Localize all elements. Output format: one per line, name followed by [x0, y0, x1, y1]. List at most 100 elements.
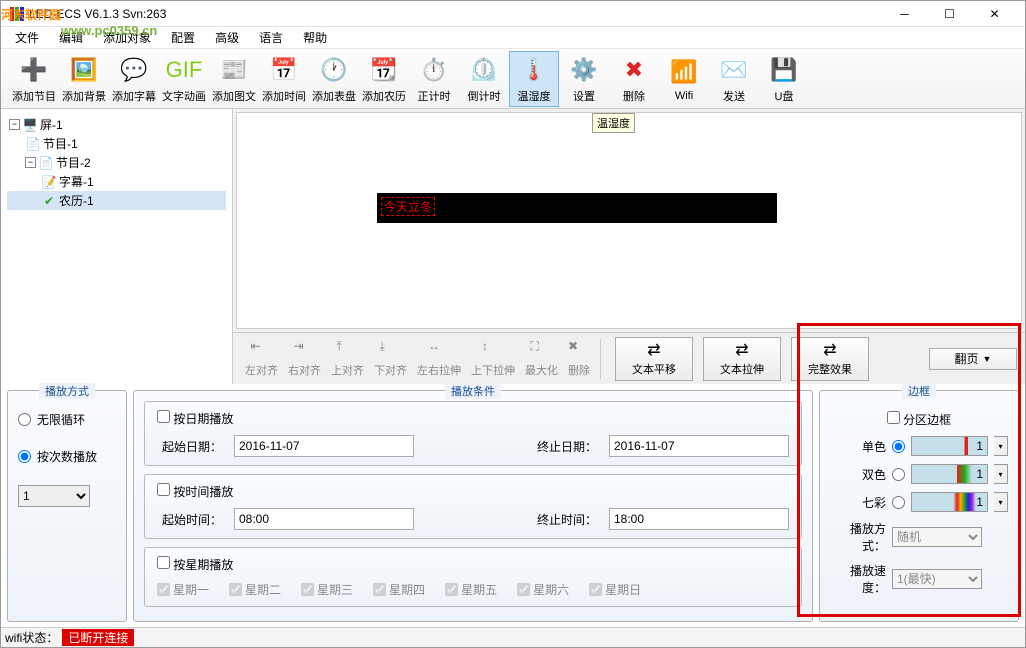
start-date-label: 起始日期： [157, 438, 222, 455]
tree-subtitle-1[interactable]: 📝字幕-1 [7, 172, 226, 191]
label-double-color: 双色 [830, 466, 886, 483]
tree-panel: −🖥️屏-1 📄节目-1 −📄节目-2 📝字幕-1 ✔农历-1 [1, 109, 233, 384]
flip-button[interactable]: 翻页 ▼ [929, 348, 1017, 370]
align-最大化[interactable]: ⛶最大化 [521, 337, 562, 380]
toolbar-添加图文[interactable]: 📰添加图文 [209, 52, 259, 106]
align-删除[interactable]: ✖删除 [564, 337, 594, 380]
checkbox-by-date[interactable]: 按日期播放 [157, 410, 789, 427]
border-play-mode-select[interactable]: 随机 [892, 527, 982, 547]
weekday-星期日[interactable]: 星期日 [589, 581, 641, 598]
toolbar-文字动画[interactable]: GIF文字动画 [159, 52, 209, 106]
rainbow-color-dropdown[interactable]: ▾ [994, 492, 1008, 512]
btn-文本拉伸[interactable]: ⇄文本拉伸 [703, 337, 781, 381]
tooltip: 温湿度 [592, 113, 635, 133]
weekday-星期六[interactable]: 星期六 [517, 581, 569, 598]
toolbar-设置[interactable]: ⚙️设置 [559, 52, 609, 106]
end-time-label: 终止时间： [532, 511, 597, 528]
border-panel: 边框 分区边框 单色1▾ 双色1▾ 七彩1▾ 播放方式：随机 播放速度：1(最快… [819, 390, 1019, 622]
wifi-status-value: 已断开连接 [62, 629, 134, 646]
tree-screen[interactable]: −🖥️屏-1 [7, 115, 226, 134]
minimize-button[interactable]: ─ [882, 1, 927, 27]
end-date-label: 终止日期： [532, 438, 597, 455]
radio-single-color[interactable] [892, 440, 905, 453]
toolbar-温湿度[interactable]: 🌡️温湿度 [509, 51, 559, 107]
toolbar-添加节目[interactable]: ➕添加节目 [9, 52, 59, 106]
window-title: LED-ECS V6.1.3 Svn:263 [29, 7, 882, 21]
menu-file[interactable]: 文件 [5, 27, 49, 48]
weekday-星期一[interactable]: 星期一 [157, 581, 209, 598]
weekday-星期四[interactable]: 星期四 [373, 581, 425, 598]
toolbar-发送[interactable]: ✉️发送 [709, 52, 759, 106]
border-play-speed-select[interactable]: 1(最快) [892, 569, 982, 589]
toolbar-删除[interactable]: ✖删除 [609, 52, 659, 106]
weekday-星期二[interactable]: 星期二 [229, 581, 281, 598]
btn-完整效果[interactable]: ⇄完整效果 [791, 337, 869, 381]
menu-config[interactable]: 配置 [161, 27, 205, 48]
toolbar-正计时[interactable]: ⏱️正计时 [409, 52, 459, 106]
start-date-input[interactable] [234, 435, 414, 457]
menu-help[interactable]: 帮助 [293, 27, 337, 48]
play-condition-title: 播放条件 [445, 383, 501, 399]
close-button[interactable]: ✕ [972, 1, 1017, 27]
start-time-label: 起始时间： [157, 511, 222, 528]
rainbow-color-select[interactable]: 1 [911, 492, 988, 512]
statusbar: wifi状态： 已断开连接 [1, 627, 1025, 647]
checkbox-by-time[interactable]: 按时间播放 [157, 483, 789, 500]
menu-edit[interactable]: 编辑 [49, 27, 93, 48]
end-date-input[interactable] [609, 435, 789, 457]
label-border-play-speed: 播放速度： [830, 562, 886, 596]
start-time-input[interactable] [234, 508, 414, 530]
toolbar-添加字幕[interactable]: 💬添加字幕 [109, 52, 159, 106]
toolbar-添加背景[interactable]: 🖼️添加背景 [59, 52, 109, 106]
maximize-button[interactable]: ☐ [927, 1, 972, 27]
led-text[interactable]: 今天立冬 [381, 197, 435, 216]
toolbar-倒计时[interactable]: ⏲️倒计时 [459, 52, 509, 106]
toolbar-添加表盘[interactable]: 🕐添加表盘 [309, 52, 359, 106]
toolbar-Wifi[interactable]: 📶Wifi [659, 54, 709, 104]
play-condition-panel: 播放条件 按日期播放 起始日期： 终止日期： 按时间播放 起始时间： 终止时间： [133, 390, 813, 622]
align-上对齐[interactable]: ⤒上对齐 [327, 337, 368, 380]
single-color-select[interactable]: 1 [911, 436, 988, 456]
radio-play-count[interactable]: 按次数播放 [18, 448, 116, 465]
checkbox-zone-border[interactable]: 分区边框 [887, 413, 951, 427]
radio-double-color[interactable] [892, 468, 905, 481]
play-count-select[interactable]: 1 [18, 485, 90, 507]
align-左对齐[interactable]: ⇤左对齐 [241, 337, 282, 380]
label-border-play-mode: 播放方式： [830, 520, 886, 554]
led-preview-area[interactable]: 今天立冬 [377, 193, 777, 223]
toolbar-U盘[interactable]: 💾U盘 [759, 52, 809, 106]
align-toolbar: ⇤左对齐⇥右对齐⤒上对齐⤓下对齐↔左右拉伸↕上下拉伸⛶最大化✖删除 ⇄文本平移⇄文… [233, 332, 1025, 384]
checkbox-by-week[interactable]: 按星期播放 [157, 556, 789, 573]
border-title: 边框 [902, 383, 936, 399]
play-mode-panel: 播放方式 无限循环 按次数播放 1 [7, 390, 127, 622]
tree-calendar-1[interactable]: ✔农历-1 [7, 191, 226, 210]
wifi-status-label: wifi状态： [5, 629, 58, 646]
weekday-星期三[interactable]: 星期三 [301, 581, 353, 598]
toolbar-添加农历[interactable]: 📆添加农历 [359, 52, 409, 106]
tree-program-2[interactable]: −📄节目-2 [7, 153, 226, 172]
toolbar-添加时间[interactable]: 📅添加时间 [259, 52, 309, 106]
preview-canvas[interactable]: 温湿度 今天立冬 [236, 112, 1022, 329]
toolbar: ➕添加节目🖼️添加背景💬添加字幕GIF文字动画📰添加图文📅添加时间🕐添加表盘📆添… [1, 49, 1025, 109]
double-color-dropdown[interactable]: ▾ [994, 464, 1008, 484]
weekday-星期五[interactable]: 星期五 [445, 581, 497, 598]
align-右对齐[interactable]: ⇥右对齐 [284, 337, 325, 380]
btn-文本平移[interactable]: ⇄文本平移 [615, 337, 693, 381]
double-color-select[interactable]: 1 [911, 464, 988, 484]
radio-rainbow-color[interactable] [892, 496, 905, 509]
single-color-dropdown[interactable]: ▾ [994, 436, 1008, 456]
menubar: 文件 编辑 添加对象 配置 高级 语言 帮助 [1, 27, 1025, 49]
end-time-input[interactable] [609, 508, 789, 530]
menu-advanced[interactable]: 高级 [205, 27, 249, 48]
align-上下拉伸[interactable]: ↕上下拉伸 [467, 337, 519, 380]
menu-add-object[interactable]: 添加对象 [93, 27, 161, 48]
align-左右拉伸[interactable]: ↔左右拉伸 [413, 337, 465, 380]
tree-program-1[interactable]: 📄节目-1 [7, 134, 226, 153]
app-icon [9, 6, 25, 22]
radio-infinite-loop[interactable]: 无限循环 [18, 411, 116, 428]
label-rainbow-color: 七彩 [830, 494, 886, 511]
label-single-color: 单色 [830, 438, 886, 455]
menu-language[interactable]: 语言 [249, 27, 293, 48]
align-下对齐[interactable]: ⤓下对齐 [370, 337, 411, 380]
preview-panel: 温湿度 今天立冬 ⇤左对齐⇥右对齐⤒上对齐⤓下对齐↔左右拉伸↕上下拉伸⛶最大化✖… [233, 109, 1025, 384]
